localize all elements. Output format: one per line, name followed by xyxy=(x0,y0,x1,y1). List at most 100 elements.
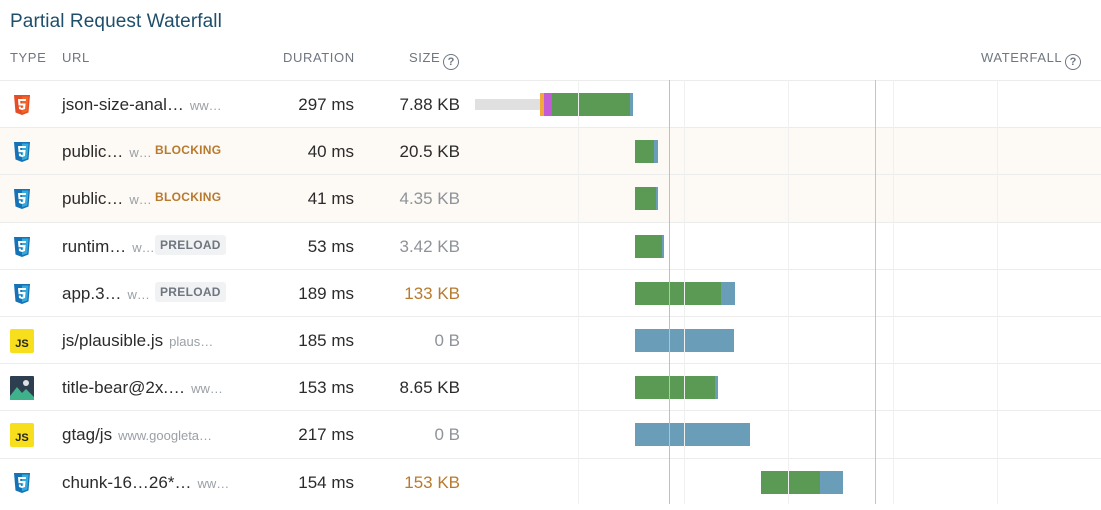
header-size[interactable]: SIZE? xyxy=(409,50,460,70)
waterfall-connect-segment[interactable] xyxy=(540,93,544,116)
row-divider xyxy=(0,363,1101,365)
table-row[interactable]: title-bear@2x.… ww… 153 ms 8.65 KB xyxy=(0,364,1101,411)
table-row[interactable]: app.3… w… PRELOAD 189 ms 133 KB xyxy=(0,270,1101,317)
request-filename: js/plausible.js xyxy=(62,331,164,350)
header-duration[interactable]: DURATION xyxy=(283,50,355,65)
header-waterfall[interactable]: WATERFALL? xyxy=(981,50,1082,70)
table-row[interactable]: runtim… w… PRELOAD 53 ms 3.42 KB xyxy=(0,223,1101,270)
request-host: ww… xyxy=(191,381,223,397)
waterfall-ttfb-segment[interactable] xyxy=(552,93,630,116)
request-duration: 154 ms xyxy=(298,472,354,492)
waterfall-ttfb-segment[interactable] xyxy=(635,281,721,305)
table-row[interactable]: chunk-16…26*… ww… 154 ms 153 KB xyxy=(0,459,1101,506)
request-url[interactable]: chunk-16…26*… ww… xyxy=(62,473,229,493)
request-duration: 53 ms xyxy=(307,236,354,256)
preload-badge: PRELOAD xyxy=(155,234,226,255)
request-host: w… xyxy=(127,286,150,302)
request-url[interactable]: js/plausible.js plaus… xyxy=(62,331,213,351)
request-duration: 41 ms xyxy=(307,189,354,209)
request-size: 0 B xyxy=(434,331,460,350)
request-filename: app.3… xyxy=(62,283,122,303)
request-url[interactable]: title-bear@2x.… ww… xyxy=(62,378,223,398)
help-icon[interactable]: ? xyxy=(443,54,460,70)
css3-icon xyxy=(10,235,34,259)
waterfall-ssl-segment[interactable] xyxy=(544,93,552,116)
request-url[interactable]: gtag/js www.googleta… xyxy=(62,425,212,445)
request-size: 133 KB xyxy=(404,283,460,303)
request-size: 153 KB xyxy=(404,472,460,492)
header-type[interactable]: TYPE xyxy=(10,50,47,65)
waterfall-gridline xyxy=(684,80,685,504)
request-host: w… xyxy=(129,145,152,161)
javascript-icon: JS xyxy=(10,423,34,448)
request-duration: 153 ms xyxy=(298,378,354,398)
request-filename: title-bear@2x.… xyxy=(62,378,186,398)
svg-text:JS: JS xyxy=(15,338,28,350)
waterfall-download-segment[interactable] xyxy=(656,187,658,211)
waterfall-download-segment[interactable] xyxy=(715,376,718,400)
header-size-label: SIZE xyxy=(409,50,441,65)
request-size: 20.5 KB xyxy=(399,142,461,162)
waterfall-ttfb-segment[interactable] xyxy=(635,187,656,211)
table-row[interactable]: public… w… BLOCKING 40 ms 20.5 KB xyxy=(0,128,1101,176)
javascript-icon: JS xyxy=(10,329,34,353)
waterfall-ttfb-segment[interactable] xyxy=(761,470,820,494)
row-divider xyxy=(0,221,1101,223)
help-icon[interactable]: ? xyxy=(1065,54,1082,70)
row-divider xyxy=(0,410,1101,412)
request-duration: 217 ms xyxy=(298,425,354,445)
waterfall-gridline xyxy=(893,80,894,504)
request-host: www.googleta… xyxy=(118,428,213,444)
image-icon xyxy=(10,376,34,401)
request-filename: public… xyxy=(62,142,124,162)
request-filename: runtim… xyxy=(62,236,127,256)
request-url[interactable]: app.3… w… xyxy=(62,284,150,304)
header-url[interactable]: URL xyxy=(62,50,90,65)
request-duration: 185 ms xyxy=(298,331,354,350)
request-size: 3.42 KB xyxy=(399,236,461,256)
waterfall-ttfb-segment[interactable] xyxy=(635,234,662,258)
waterfall-download-segment[interactable] xyxy=(630,93,633,116)
svg-text:JS: JS xyxy=(15,432,28,444)
request-filename: gtag/js xyxy=(62,425,113,445)
waterfall-download-segment[interactable] xyxy=(635,423,750,447)
row-divider xyxy=(0,316,1101,317)
request-host: ww… xyxy=(189,98,222,113)
row-divider xyxy=(0,80,1101,81)
request-url[interactable]: public… w… xyxy=(62,189,152,209)
html5-icon xyxy=(10,93,34,117)
dom-content-loaded-marker xyxy=(669,80,670,504)
row-divider xyxy=(0,457,1101,459)
request-url[interactable]: public… w… xyxy=(62,142,152,162)
waterfall-gridline xyxy=(997,80,998,504)
request-size: 8.65 KB xyxy=(399,378,461,398)
waterfall-gridline xyxy=(578,80,579,504)
css3-icon xyxy=(10,282,34,306)
css3-icon xyxy=(10,471,34,495)
panel-title: Partial Request Waterfall xyxy=(10,11,222,32)
table-row[interactable]: JS gtag/js www.googleta… 217 ms 0 B xyxy=(0,411,1101,458)
request-url[interactable]: runtim… w… xyxy=(62,237,155,257)
row-divider xyxy=(0,127,1101,129)
table-row[interactable]: public… w… BLOCKING 41 ms 4.35 KB xyxy=(0,175,1101,223)
waterfall-download-segment[interactable] xyxy=(721,281,735,305)
waterfall-wait-segment[interactable] xyxy=(475,99,540,110)
preload-badge: PRELOAD xyxy=(155,281,226,302)
waterfall-gridline xyxy=(788,80,789,504)
waterfall-download-segment[interactable] xyxy=(654,140,658,164)
blocking-badge: BLOCKING xyxy=(155,190,222,205)
css3-icon xyxy=(10,187,34,211)
header-waterfall-label: WATERFALL xyxy=(981,50,1063,65)
request-url[interactable]: json-size-anal… ww… xyxy=(62,95,222,115)
waterfall-download-segment[interactable] xyxy=(820,470,843,494)
waterfall-ttfb-segment[interactable] xyxy=(635,140,654,164)
request-duration: 40 ms xyxy=(307,142,354,162)
table-row[interactable]: JS js/plausible.js plaus… 185 ms 0 B xyxy=(0,317,1101,364)
row-divider xyxy=(0,268,1101,270)
waterfall-download-segment[interactable] xyxy=(662,234,664,258)
request-host: plaus… xyxy=(169,334,214,349)
request-filename: chunk-16…26*… xyxy=(62,472,192,492)
table-row[interactable]: json-size-anal… ww… 297 ms 7.88 KB xyxy=(0,81,1101,128)
request-size: 4.35 KB xyxy=(399,189,461,209)
waterfall-ttfb-segment[interactable] xyxy=(635,376,715,400)
